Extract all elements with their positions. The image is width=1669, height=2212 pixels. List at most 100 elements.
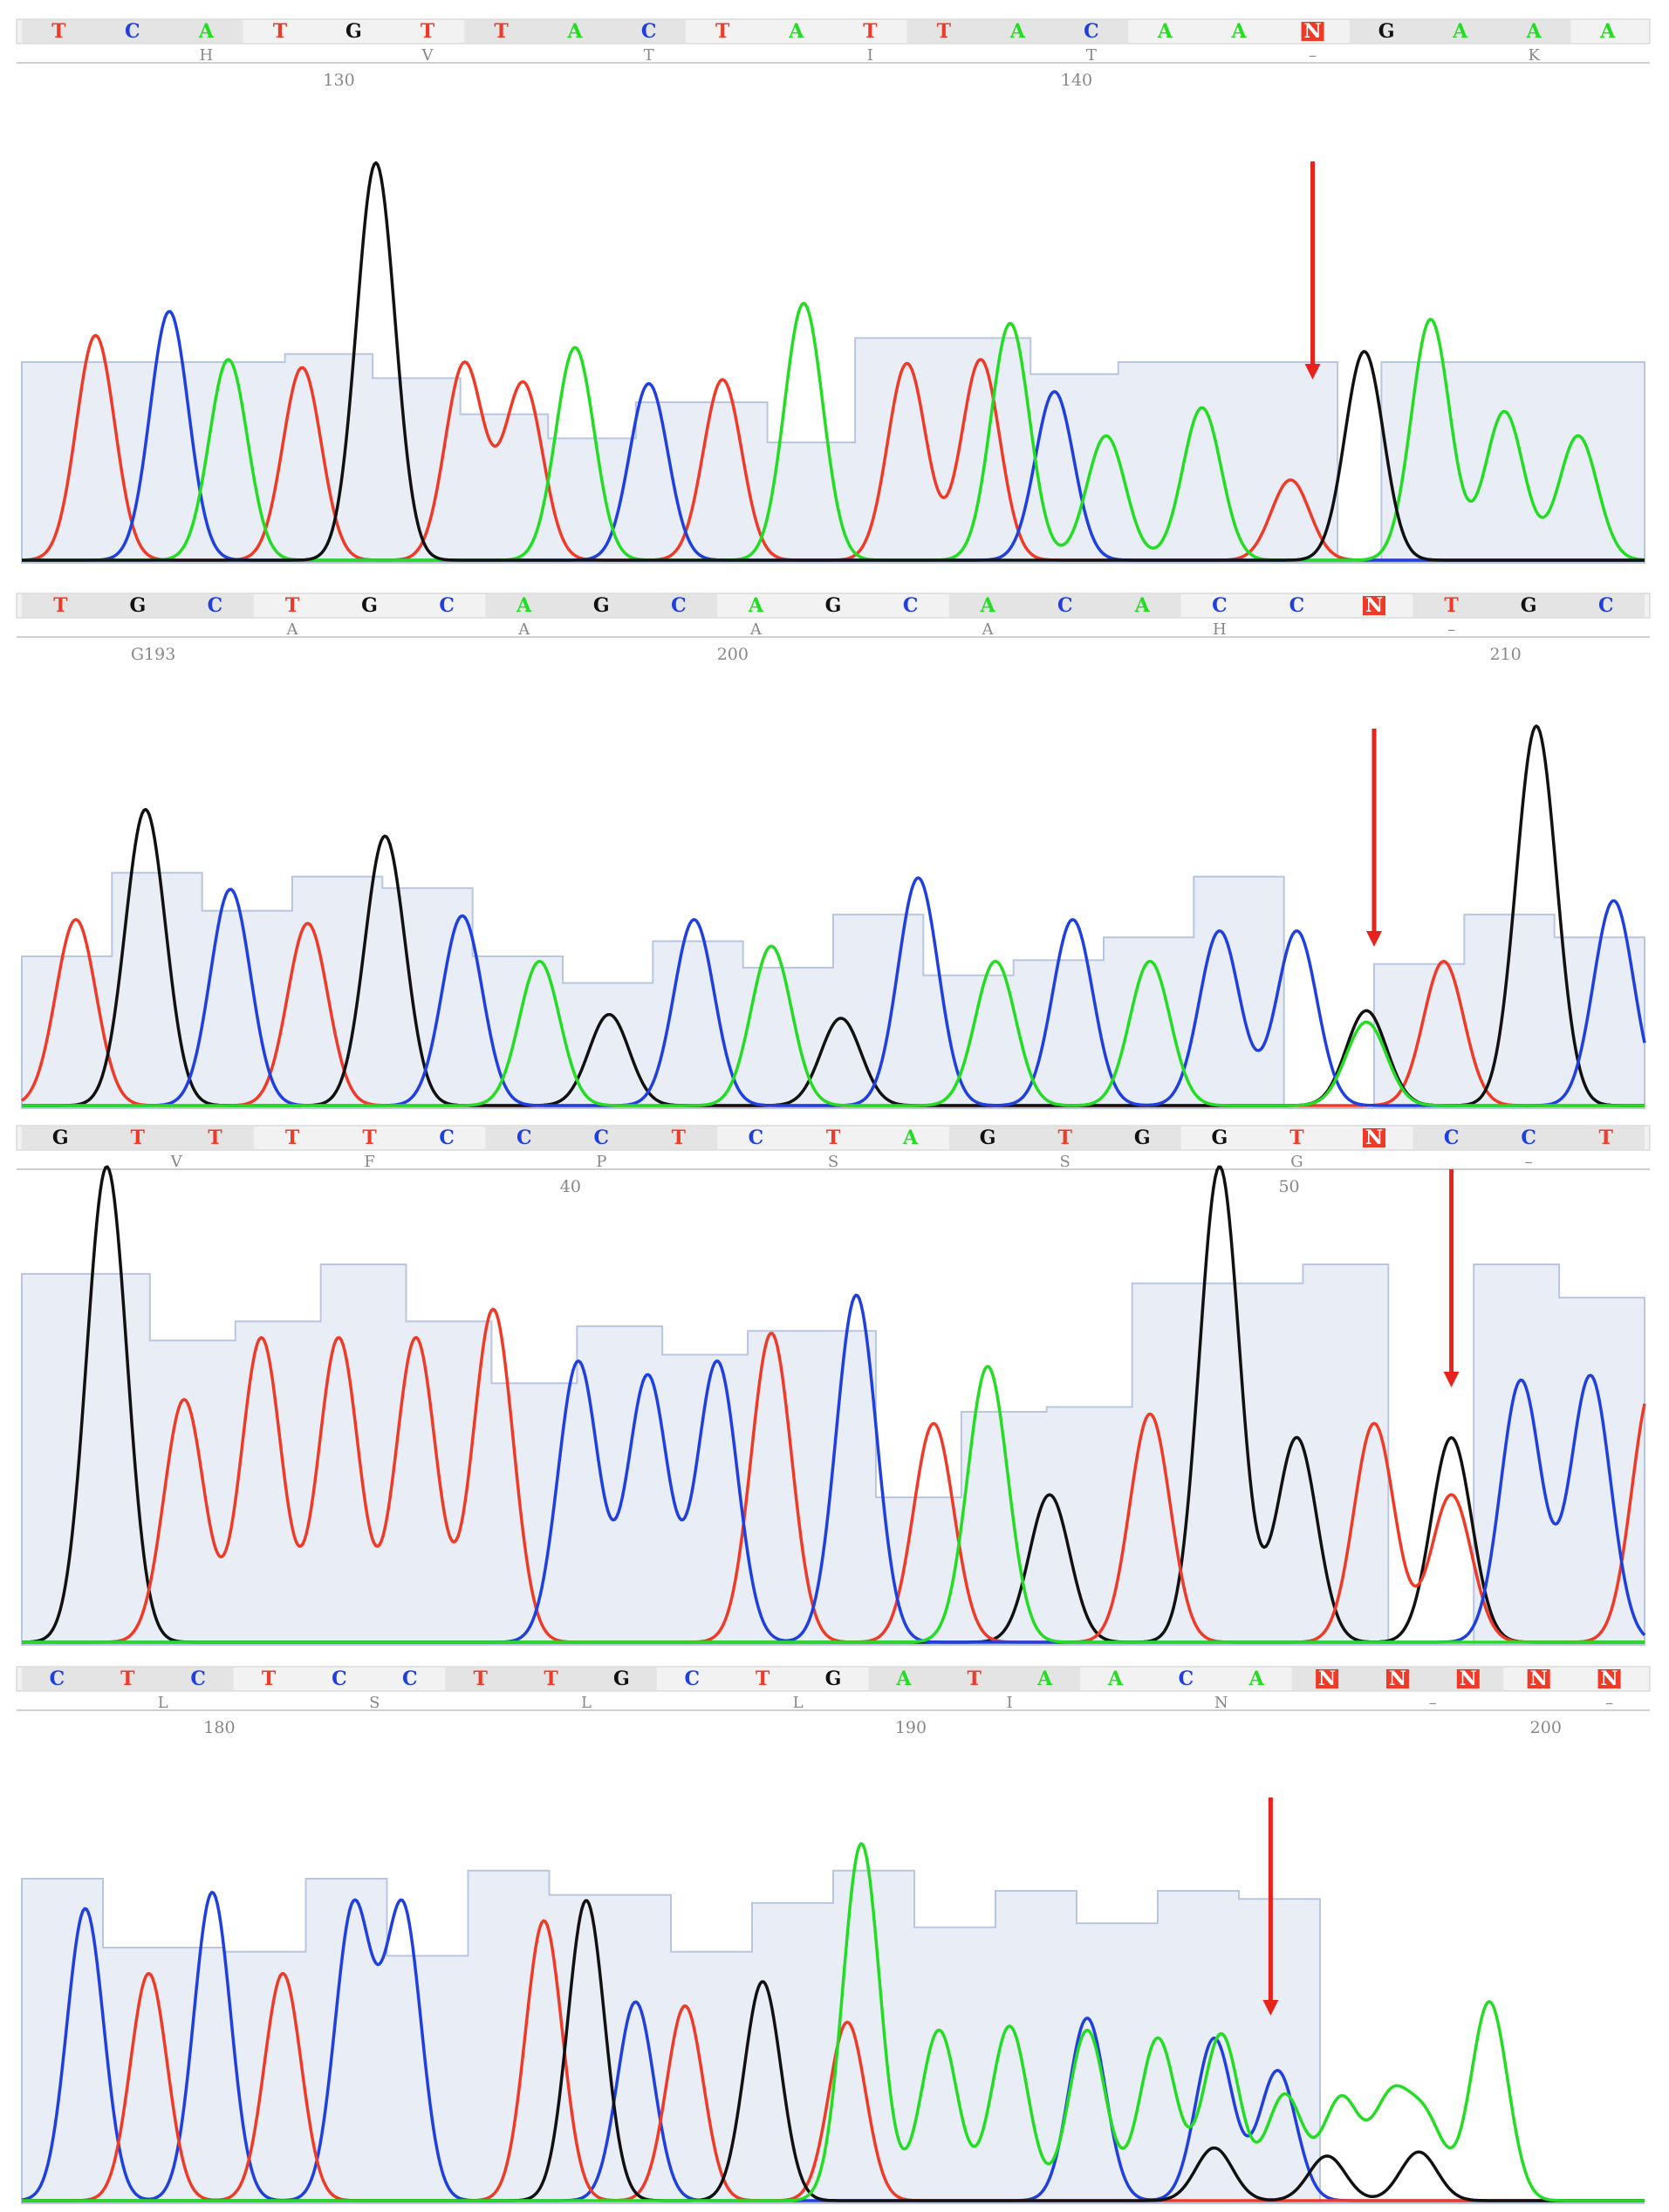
amino-acid-label: S xyxy=(828,1153,838,1171)
codon-shade xyxy=(22,1127,254,1149)
base-call-8: T xyxy=(672,1127,687,1149)
chromatogram-panel-3: G T T T T C C C T C T A G T G G T N C C TV F P S S G –40 50 xyxy=(16,1125,1651,1646)
arrow-head xyxy=(1366,931,1382,947)
position-tick-label: 40 xyxy=(560,1177,581,1196)
trace-A xyxy=(22,1365,1645,1644)
trace-T xyxy=(22,1919,1645,2202)
base-call-7: A xyxy=(567,20,584,43)
base-call-10: T xyxy=(756,1668,770,1690)
base-call-20: C xyxy=(1598,594,1614,617)
base-call-17: A xyxy=(1248,1668,1265,1690)
quality-score-bars xyxy=(21,872,1645,1109)
base-call-7: T xyxy=(544,1668,558,1690)
base-call-14: C xyxy=(1084,20,1099,43)
base-call-15: A xyxy=(1157,20,1173,43)
ambiguous-base-marker xyxy=(1363,596,1385,615)
ambiguous-base-marker xyxy=(1301,22,1324,41)
base-call-6: T xyxy=(494,20,509,43)
base-call-19: A xyxy=(1452,20,1468,43)
base-call-10: G xyxy=(825,594,842,617)
base-call-6: C xyxy=(516,1127,532,1149)
base-call-18: C xyxy=(1444,1127,1460,1149)
ambiguous-base-marker xyxy=(1456,1669,1480,1688)
codon-shade xyxy=(22,594,254,617)
codon-shade xyxy=(1349,20,1571,43)
position-tick-label: 50 xyxy=(1278,1177,1299,1196)
base-call-5: C xyxy=(402,1668,418,1690)
amino-acid-label: T xyxy=(1086,46,1097,65)
base-call-21: N xyxy=(1530,1668,1548,1690)
base-call-0: T xyxy=(51,20,66,43)
base-call-3: T xyxy=(285,594,300,617)
amino-acid-label: F xyxy=(364,1153,375,1171)
base-call-13: C xyxy=(1057,594,1073,617)
base-call-14: G xyxy=(1134,1127,1151,1149)
base-call-strip: C T C T C C T T G C T G A T A A C A N N N N N L S L L I N – – 180 190 200 xyxy=(16,1666,1651,1737)
base-call-3: T xyxy=(262,1668,277,1690)
variant-arrow xyxy=(1304,161,1321,380)
base-call-11: A xyxy=(902,1127,919,1149)
codon-shade xyxy=(445,1668,657,1690)
base-call-14: A xyxy=(1036,1668,1053,1690)
base-call-11: C xyxy=(903,594,919,617)
amino-acid-label: – xyxy=(1447,620,1455,639)
base-call-22: N xyxy=(1601,1668,1618,1690)
amino-acid-label: A xyxy=(982,620,995,639)
base-call-0: C xyxy=(50,1668,65,1690)
base-call-1: G xyxy=(129,594,146,617)
base-call-17: N xyxy=(1365,594,1383,617)
position-tick-label: 140 xyxy=(1061,71,1092,90)
arrow-head xyxy=(1443,1372,1460,1387)
base-call-8: C xyxy=(641,20,657,43)
amino-acid-label: – xyxy=(1309,46,1317,65)
base-call-5: C xyxy=(439,594,455,617)
codon-shade xyxy=(485,1127,718,1149)
position-tick-label: 190 xyxy=(895,1718,927,1737)
base-call-15: A xyxy=(1107,1668,1124,1690)
amino-acid-label: L xyxy=(158,1694,168,1712)
base-call-15: G xyxy=(1211,1127,1228,1149)
base-call-2: T xyxy=(208,1127,222,1149)
base-call-8: G xyxy=(613,1668,630,1690)
amino-acid-label: H xyxy=(1213,620,1227,639)
arrow-head xyxy=(1262,2000,1279,2016)
ambiguous-base-marker xyxy=(1385,1669,1409,1688)
position-tick-label: G193 xyxy=(131,645,175,664)
base-call-1: T xyxy=(120,1668,135,1690)
position-tick-label: 180 xyxy=(203,1718,235,1737)
codon-shade xyxy=(22,1668,234,1690)
amino-acid-label: H xyxy=(200,46,214,65)
codon-shade xyxy=(464,20,686,43)
base-call-13: T xyxy=(1058,1127,1073,1149)
base-call-16: C xyxy=(1289,594,1305,617)
amino-acid-label: – xyxy=(1605,1694,1613,1712)
base-call-6: A xyxy=(516,594,532,617)
base-call-7: G xyxy=(593,594,610,617)
amino-acid-label: K xyxy=(1528,46,1540,65)
base-call-9: C xyxy=(749,1127,764,1149)
base-call-11: G xyxy=(825,1668,842,1690)
trace-T xyxy=(22,1307,1646,1644)
base-call-16: A xyxy=(1230,20,1247,43)
amino-acid-label: I xyxy=(867,46,873,65)
base-call-20: T xyxy=(1599,1127,1614,1149)
amino-acid-label: T xyxy=(644,46,654,65)
base-call-3: T xyxy=(285,1127,300,1149)
base-call-0: T xyxy=(53,594,68,617)
base-call-5: C xyxy=(439,1127,455,1149)
ambiguous-base-marker xyxy=(1363,1128,1385,1147)
amino-acid-label: – xyxy=(1525,1153,1533,1171)
base-call-3: T xyxy=(273,20,288,43)
base-call-19: N xyxy=(1389,1668,1406,1690)
base-call-19: C xyxy=(1521,1127,1536,1149)
base-call-2: C xyxy=(190,1668,206,1690)
base-call-19: G xyxy=(1521,594,1537,617)
base-call-16: C xyxy=(1179,1668,1194,1690)
codon-shade xyxy=(1412,1127,1645,1149)
base-call-12: A xyxy=(980,594,996,617)
base-call-12: G xyxy=(980,1127,996,1149)
